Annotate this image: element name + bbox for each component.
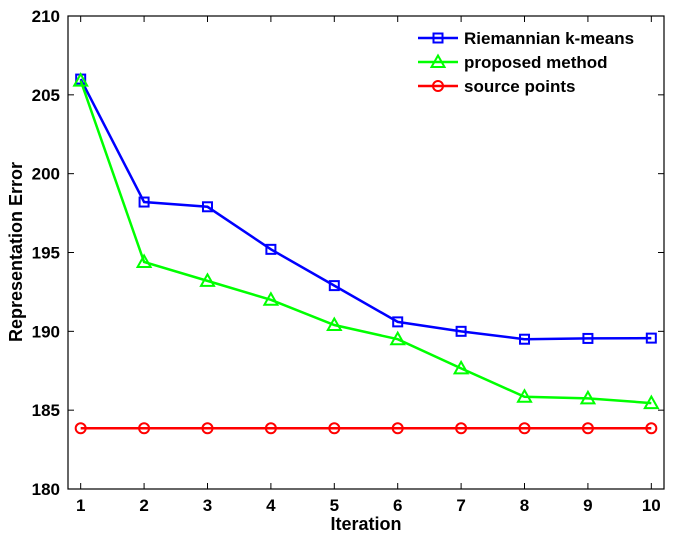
x-tick-label: 4 (266, 496, 276, 515)
x-tick-label: 8 (520, 496, 529, 515)
x-axis-ticks: 1 2 3 4 5 6 7 8 9 10 (76, 16, 661, 515)
x-tick-label: 5 (330, 496, 339, 515)
legend-triangle-marker (429, 53, 447, 68)
series-1 (72, 72, 660, 410)
legend-entry: Riemannian k-means (418, 29, 634, 48)
x-tick-label: 2 (139, 496, 148, 515)
legend-circle-marker (432, 80, 444, 92)
y-tick-label: 180 (32, 480, 60, 499)
series-layer (72, 72, 660, 435)
legend: Riemannian k-means proposed method source … (418, 29, 634, 96)
y-axis-label: Representation Error (6, 162, 26, 342)
plot-area (67, 15, 665, 490)
legend-label: proposed method (464, 53, 608, 72)
data-point-circle-marker (138, 422, 151, 435)
data-point-circle-marker (455, 422, 468, 435)
y-tick-label: 185 (32, 401, 60, 420)
data-point-circle-marker (581, 422, 594, 435)
y-axis-ticks: 180 185 190 195 200 205 210 (32, 7, 664, 499)
data-point-circle-marker (264, 422, 277, 435)
data-point-triangle-marker (326, 316, 343, 332)
data-point-triangle-marker (389, 330, 406, 346)
series-0 (75, 73, 657, 345)
data-point-circle-marker (328, 422, 341, 435)
data-point-triangle-marker (579, 389, 597, 405)
data-point-square-marker (328, 280, 340, 292)
x-tick-label: 1 (76, 496, 85, 515)
data-point-square-marker (645, 332, 657, 344)
x-axis-label: Iteration (330, 514, 401, 534)
series-line (79, 80, 652, 405)
x-tick-label: 9 (583, 496, 592, 515)
y-tick-label: 190 (32, 322, 60, 341)
data-point-square-marker (582, 332, 594, 344)
data-point-triangle-marker (452, 359, 470, 375)
legend-label: source points (464, 77, 575, 96)
x-tick-label: 6 (393, 496, 402, 515)
data-point-square-marker (201, 201, 213, 213)
x-tick-label: 7 (456, 496, 465, 515)
data-point-square-marker (519, 333, 531, 345)
data-point-square-marker (265, 243, 277, 255)
data-point-circle-marker (201, 422, 214, 435)
data-point-triangle-marker (199, 272, 216, 287)
data-point-triangle-marker (135, 253, 153, 268)
legend-label: Riemannian k-means (464, 29, 634, 48)
series-2 (74, 422, 658, 435)
data-point-circle-marker (391, 422, 404, 435)
legend-square-marker (432, 32, 444, 44)
series-line (79, 78, 652, 341)
data-point-circle-marker (74, 422, 87, 435)
data-point-triangle-marker (262, 291, 280, 306)
data-point-triangle-marker (516, 388, 533, 403)
data-point-circle-marker (518, 422, 531, 435)
y-tick-label: 195 (32, 244, 60, 263)
data-point-triangle-marker (72, 72, 89, 87)
x-tick-label: 10 (642, 496, 661, 515)
x-tick-label: 3 (203, 496, 212, 515)
data-point-triangle-marker (643, 394, 660, 410)
legend-entry: proposed method (418, 53, 608, 72)
data-point-square-marker (455, 325, 467, 337)
y-tick-label: 205 (32, 86, 60, 105)
y-tick-label: 200 (32, 165, 60, 184)
data-point-square-marker (392, 316, 404, 328)
legend-entry: source points (418, 77, 575, 96)
y-tick-label: 210 (32, 7, 60, 26)
data-point-circle-marker (645, 422, 658, 435)
data-point-square-marker (138, 196, 150, 208)
